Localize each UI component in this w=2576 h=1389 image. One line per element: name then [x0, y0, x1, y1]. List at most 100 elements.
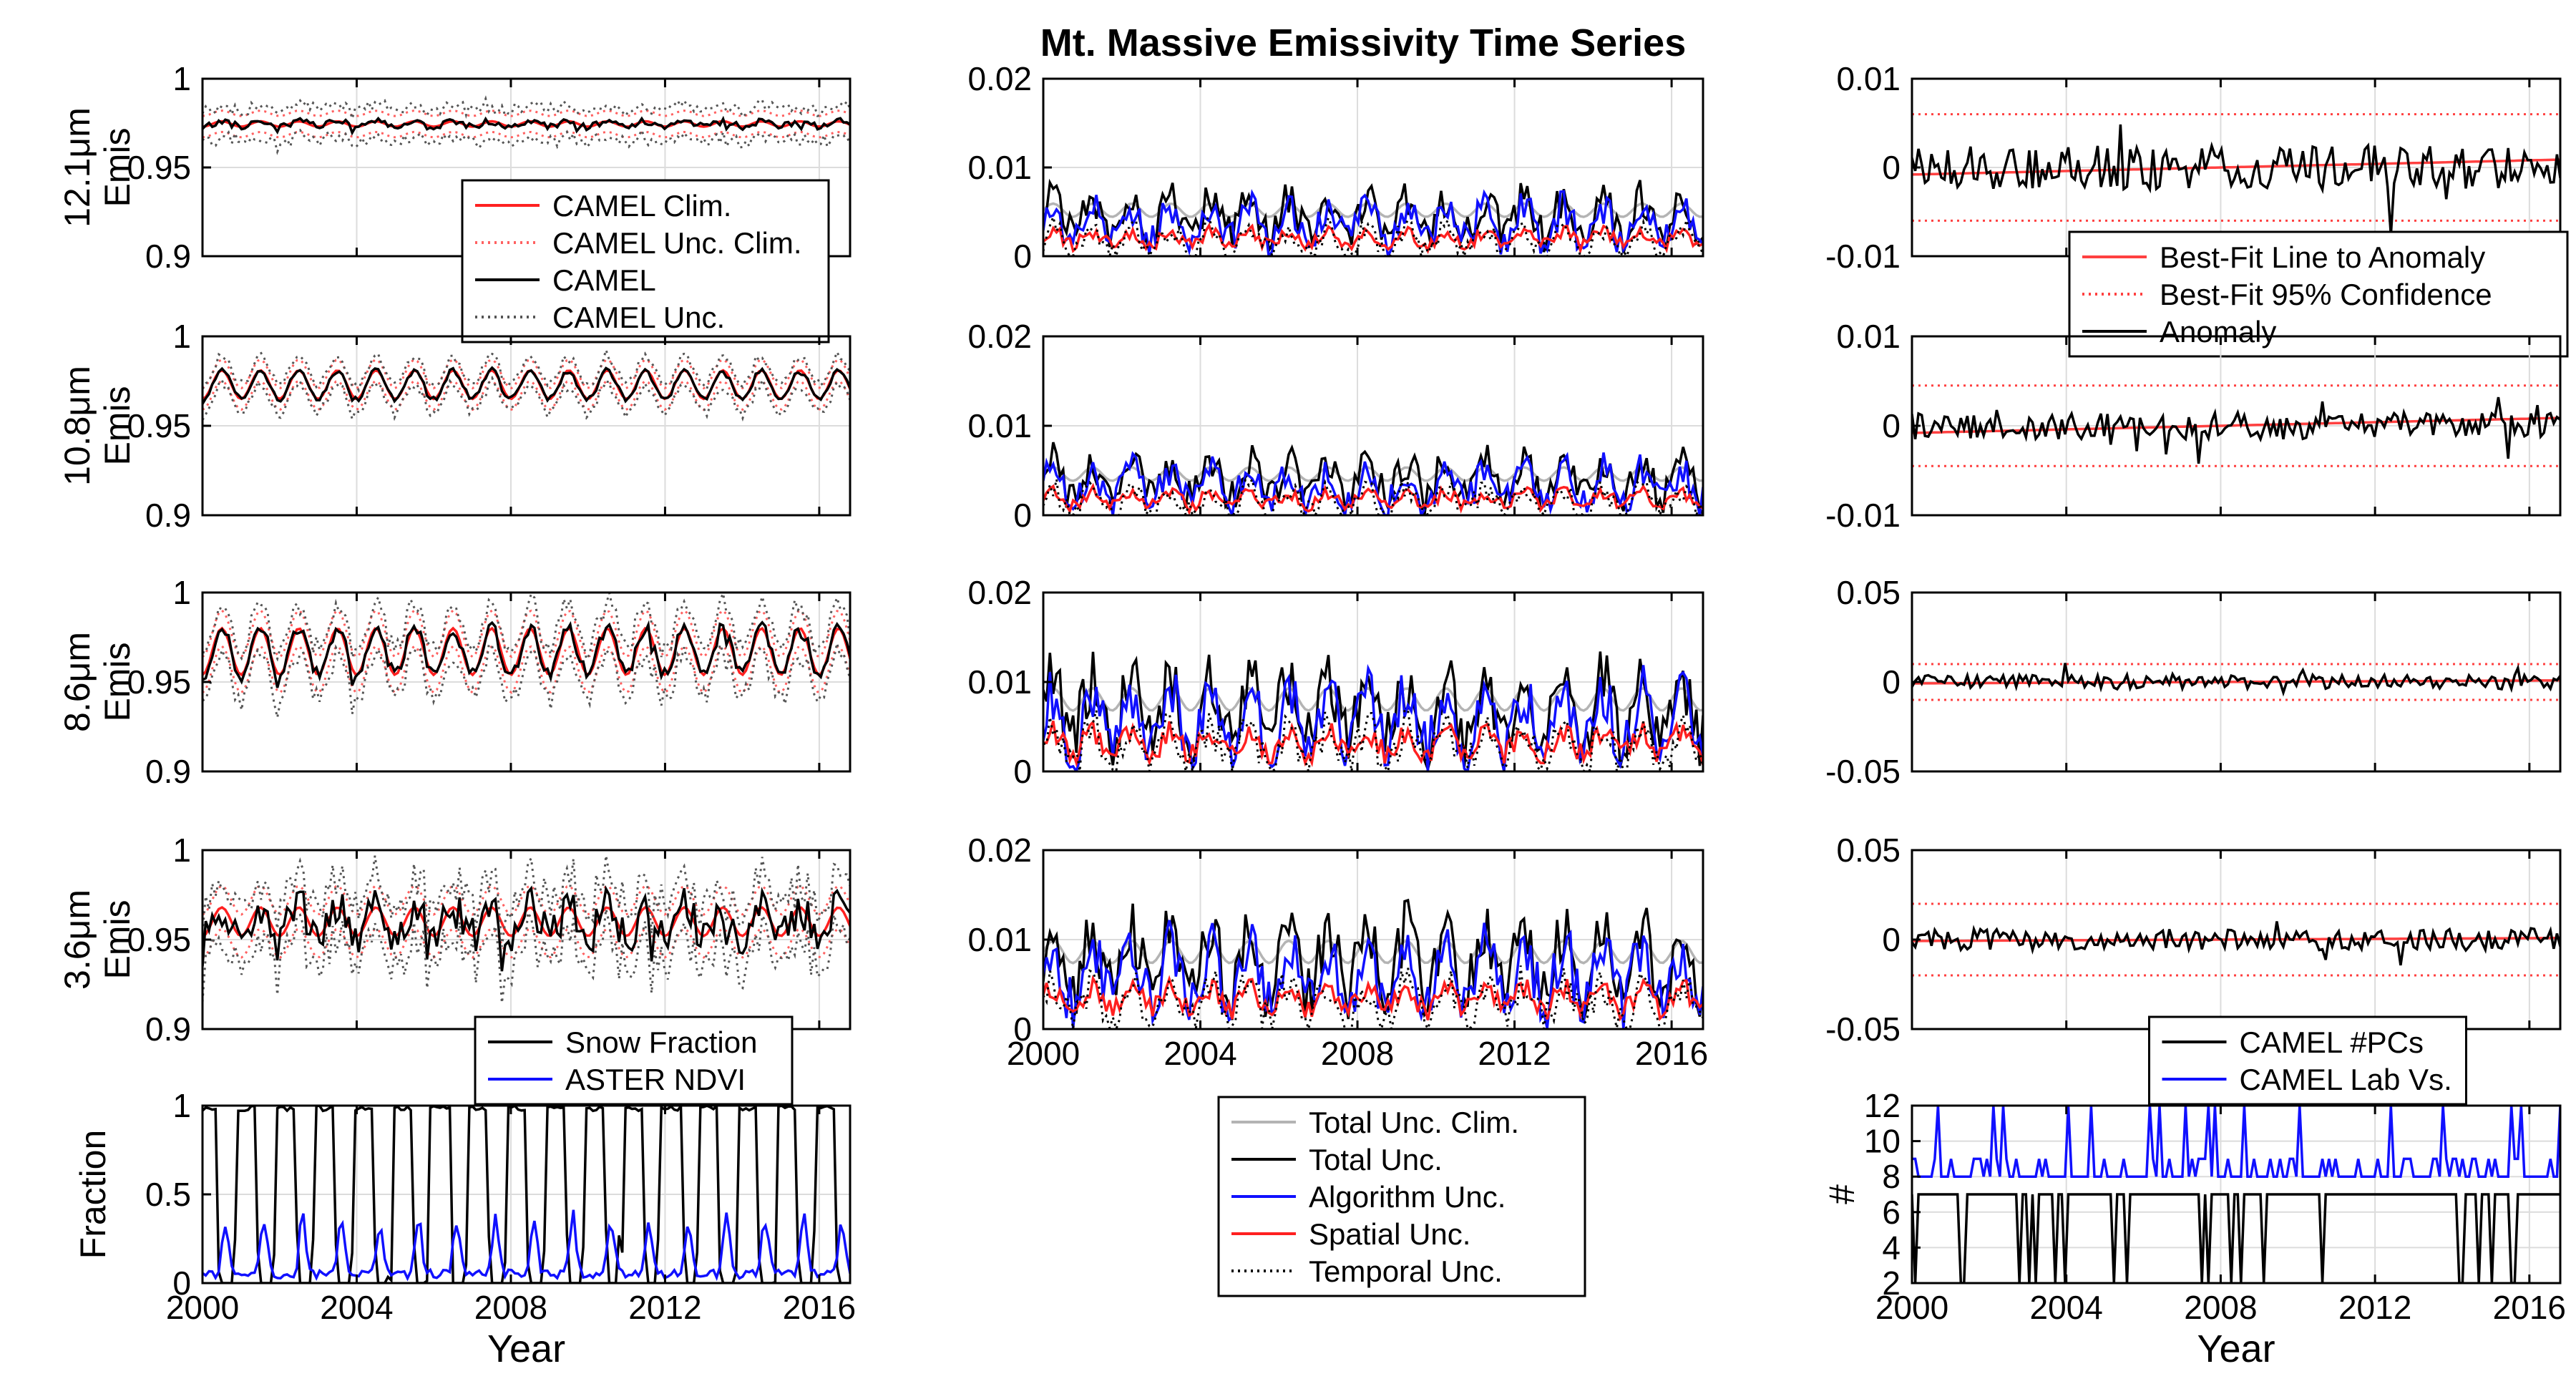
legend-pcs: CAMEL #PCs CAMEL Lab Vs. — [2148, 1015, 2467, 1106]
plot-area — [203, 593, 850, 718]
series-camel — [203, 884, 850, 972]
y-tick-label: 0.9 — [145, 753, 191, 790]
series-algorithm-unc- — [1043, 920, 1703, 1029]
legend-label: CAMEL — [552, 263, 656, 297]
legend-label: CAMEL Clim. — [552, 189, 731, 223]
plot-area — [1912, 384, 2560, 467]
legend-label: Total Unc. Clim. — [1309, 1106, 1519, 1139]
y-tick-label: 0 — [1013, 1010, 1032, 1048]
y-axis-label-line: 10.8μm — [57, 366, 97, 486]
chart-emis108: 0.9 0.95 1 10.8μmEmis — [57, 318, 852, 534]
series-camel-unc-clim- — [203, 644, 850, 695]
series-temporal-unc- — [1043, 213, 1703, 256]
series-camel-unc- — [203, 640, 850, 718]
y-tick-label: 8 — [1882, 1158, 1901, 1195]
x-tick-label: 2012 — [1478, 1035, 1551, 1072]
y-tick-label: 0 — [172, 1264, 191, 1302]
legend-emis121: CAMEL Clim.CAMEL Unc. Clim.CAMEL CAMEL Un… — [461, 179, 830, 343]
series-spatial-unc- — [1043, 975, 1703, 1022]
y-axis-label-line: 3.6μm — [57, 890, 97, 990]
legend-label: CAMEL Lab Vs. — [2240, 1063, 2452, 1096]
y-axis-label: 12.1μmEmis — [57, 107, 137, 228]
plot-area — [1043, 651, 1703, 771]
plot-area — [1043, 178, 1703, 256]
chart-unc86: 0 0.01 0.02 — [967, 574, 1704, 790]
chart-anom108: -0.01 0 0.01 — [1825, 318, 2562, 534]
x-tick-label: 2016 — [1635, 1035, 1708, 1072]
y-tick-label: 1 — [172, 1087, 191, 1124]
series-temporal-unc- — [1043, 965, 1703, 1029]
y-axis-label: 3.6μmEmis — [57, 890, 137, 990]
y-tick-label: -0.01 — [1825, 497, 1901, 534]
series-camel-unc- — [203, 854, 850, 947]
chart-fraction: 2000 2004 2008 2012 2016 0 0.5 1 Fraction Year Sno… — [73, 1015, 856, 1370]
x-tick-label: 2004 — [320, 1289, 393, 1326]
y-tick-label: 0 — [1882, 149, 1901, 186]
y-axis-label-line: 12.1μm — [57, 107, 97, 228]
legend-box — [2148, 1015, 2467, 1106]
series-anomaly — [1912, 396, 2560, 464]
legend-label: Spatial Unc. — [1309, 1217, 1470, 1251]
y-tick-label: 12 — [1864, 1087, 1901, 1124]
series-algorithm-unc- — [1043, 189, 1703, 256]
series-camel-unc-clim- — [203, 927, 850, 959]
y-tick-label: 0.95 — [127, 407, 191, 444]
y-tick-label: 1 — [172, 60, 191, 97]
x-tick-label: 2008 — [2184, 1289, 2257, 1326]
series-camel-unc-clim- — [203, 884, 850, 916]
y-axis-label-line: Fraction — [73, 1130, 113, 1259]
x-axis-label: Year — [2197, 1327, 2275, 1370]
series-camel — [203, 115, 850, 136]
legend-box — [474, 1015, 794, 1106]
series-snow-fraction — [203, 1106, 850, 1283]
x-tick-label: 2004 — [1163, 1035, 1236, 1072]
y-tick-label: 10 — [1864, 1123, 1901, 1160]
y-tick-label: 0.02 — [967, 574, 1032, 611]
series-total-unc- — [1043, 442, 1703, 515]
y-tick-label: 0.01 — [967, 663, 1032, 701]
y-tick-label: 0.01 — [1836, 318, 1901, 355]
y-tick-label: 4 — [1882, 1229, 1901, 1266]
legend-label: Anomaly — [2160, 315, 2276, 349]
y-tick-label: 1 — [172, 574, 191, 611]
x-tick-label: 2016 — [2493, 1289, 2566, 1326]
plot-area — [1912, 113, 2560, 235]
legend-box — [461, 179, 830, 343]
series-camel-unc- — [203, 375, 850, 422]
series-temporal-unc- — [1043, 476, 1703, 515]
legend-label: Temporal Unc. — [1309, 1254, 1503, 1288]
legend-label: Total Unc. — [1309, 1143, 1443, 1176]
y-axis-label: 8.6μmEmis — [57, 632, 137, 732]
x-axis-label: Year — [487, 1327, 565, 1370]
chart-emis121: 0.9 0.95 1 12.1μmEmis CAMEL Clim.CAMEL Unc. … — [57, 60, 852, 343]
legend-label: Snow Fraction — [565, 1025, 757, 1059]
plot-area — [203, 95, 850, 155]
y-tick-label: 0 — [1882, 921, 1901, 958]
series-algorithm-unc- — [1043, 663, 1703, 771]
y-tick-label: 0 — [1013, 753, 1032, 790]
y-tick-label: 0.95 — [127, 663, 191, 701]
y-tick-label: 0.95 — [127, 921, 191, 958]
y-tick-label: 0 — [1882, 407, 1901, 444]
x-tick-label: 2008 — [474, 1289, 547, 1326]
series-camel-lab-vs- — [1912, 1106, 2560, 1178]
series-temporal-unc- — [1043, 708, 1703, 771]
legend-label: Algorithm Unc. — [1309, 1180, 1506, 1214]
series-camel-unc- — [203, 127, 850, 155]
y-tick-label: 0.5 — [145, 1176, 191, 1213]
y-tick-label: 0.01 — [967, 407, 1032, 444]
y-axis-label: 10.8μmEmis — [57, 366, 137, 486]
series-camel-unc-clim- — [203, 379, 850, 411]
chart-emis36: 0.9 0.95 1 3.6μmEmis — [57, 832, 852, 1048]
chart-unc108: 0 0.01 0.02 — [967, 318, 1704, 534]
plot-area — [1912, 902, 2560, 977]
y-tick-label: 0.95 — [127, 149, 191, 186]
y-tick-label: 0.02 — [967, 60, 1032, 97]
x-tick-label: 2016 — [783, 1289, 856, 1326]
y-axis-label: Fraction — [73, 1130, 113, 1259]
y-tick-label: 1 — [172, 318, 191, 355]
y-tick-label: 0.01 — [967, 149, 1032, 186]
y-tick-label: 2 — [1882, 1264, 1901, 1302]
